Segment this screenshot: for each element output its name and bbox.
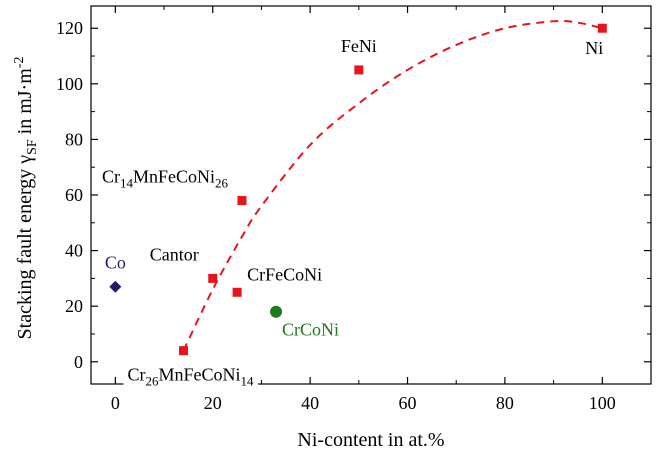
data-point-cantor	[208, 273, 218, 283]
data-point-feni	[354, 65, 364, 75]
y-label-sup: -2	[12, 57, 27, 69]
point-label-background	[97, 163, 233, 194]
x-tick-label: 80	[496, 393, 514, 413]
point-label-text: CrCoNi	[282, 320, 339, 340]
data-point-cr26mnfeconi14	[179, 346, 189, 356]
point-label-text: Ni	[585, 38, 603, 58]
y-axis-label: Stacking fault energy γSF in mJ·m-2	[12, 57, 40, 340]
point-label-text: Co	[105, 253, 126, 273]
axes: 0 20 40 60 80 100 0 20 40 60 80 100 120	[56, 5, 652, 413]
point-label-group: Ni	[585, 38, 603, 58]
y-tick-label: 120	[56, 18, 83, 38]
x-tick-label: 0	[111, 393, 120, 413]
data-point-cr14mnfeconi26	[237, 196, 247, 206]
x-tick-label: 40	[301, 393, 319, 413]
point-label-subscript: 14	[241, 374, 255, 389]
data-points	[109, 23, 607, 356]
point-label: Cr26MnFeCoNi14	[128, 365, 255, 389]
y-tick-label: 40	[65, 241, 83, 261]
x-tick-label: 100	[589, 393, 616, 413]
point-label: FeNi	[341, 36, 377, 56]
data-point-ni	[597, 23, 607, 33]
point-label-background	[123, 361, 259, 392]
point-label: Cantor	[150, 244, 199, 264]
point-label-subscript: 26	[146, 374, 160, 389]
x-tick-label: 20	[204, 393, 222, 413]
point-label: Ni	[585, 38, 603, 58]
trend-layer	[182, 19, 603, 352]
point-label-text: Cr	[102, 167, 120, 187]
y-tick-label: 60	[65, 185, 83, 205]
y-tick-label: 80	[65, 129, 83, 149]
point-label-text: MnFeCoNi	[159, 365, 241, 385]
x-axis-label: Ni-content in at.%	[297, 429, 444, 451]
point-labels: FeNi NiCr14MnFeCoNi26CantorCrFeCoNiCr26Mn…	[97, 36, 603, 392]
data-point-crfeconi	[232, 287, 242, 297]
point-label-group: FeNi	[341, 36, 377, 56]
point-label-group: Cr26MnFeCoNi14	[123, 361, 259, 392]
point-label-text: Cantor	[150, 244, 199, 264]
point-label-group: Co	[105, 253, 126, 273]
y-tick-label: 100	[56, 74, 83, 94]
point-label-text: CrFeCoNi	[247, 264, 322, 284]
point-label-group: Cantor	[150, 244, 199, 264]
x-tick-label: 60	[399, 393, 417, 413]
point-label-subscript: 14	[120, 176, 134, 191]
trend-curve	[182, 19, 603, 352]
point-label-text: FeNi	[341, 36, 377, 56]
point-label-subscript: 26	[215, 176, 229, 191]
point-label: Co	[105, 253, 126, 273]
point-label: Cr14MnFeCoNi26	[102, 167, 229, 191]
point-label: CrCoNi	[282, 320, 339, 340]
data-point-crconi	[270, 305, 283, 318]
point-label: CrFeCoNi	[247, 264, 322, 284]
y-label-main: Stacking fault energy γ	[14, 155, 36, 340]
point-label-group: CrCoNi	[282, 320, 339, 340]
point-label-text: Cr	[128, 365, 146, 385]
y-tick-label: 20	[65, 296, 83, 316]
point-label-group: CrFeCoNi	[247, 264, 322, 284]
data-point-co	[109, 280, 122, 293]
y-tick-label: 0	[74, 352, 83, 372]
y-label-unit: in mJ·m	[14, 68, 36, 140]
point-label-text: MnFeCoNi	[133, 167, 215, 187]
y-label-sub: SF	[25, 139, 40, 155]
plot-frame	[90, 5, 652, 385]
point-label-group: Cr14MnFeCoNi26	[97, 163, 233, 194]
